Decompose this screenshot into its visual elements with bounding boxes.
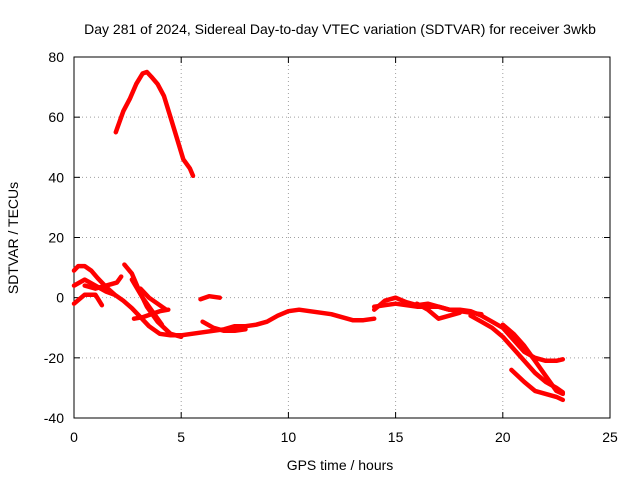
x-tick-label: 15 [388, 429, 404, 445]
y-axis-label: SDTVAR / TECUs [5, 182, 21, 294]
x-axis-label: GPS time / hours [287, 457, 394, 473]
series-arc-i [198, 293, 223, 302]
y-tick-label: 0 [56, 290, 64, 306]
axis-ticks: 0 5 10 15 20 25 -40 -20 0 20 40 60 80 [44, 49, 618, 445]
x-tick-label: 0 [70, 429, 78, 445]
series-arc-h [131, 307, 171, 321]
x-tick-label: 25 [602, 429, 618, 445]
y-tick-label: 20 [48, 230, 64, 246]
x-tick-label: 20 [495, 429, 511, 445]
series-arc-j [200, 319, 248, 334]
series-arc-d [82, 274, 124, 291]
series-arc-m [414, 301, 463, 321]
series-arc-o [500, 322, 566, 397]
x-tick-label: 10 [281, 429, 297, 445]
grid-lines [74, 57, 610, 418]
series-arc-g [138, 286, 169, 312]
series-arc-p [509, 367, 566, 403]
data-series [71, 69, 566, 403]
y-tick-label: -20 [44, 350, 64, 366]
y-tick-label: 80 [48, 49, 64, 65]
series-arc-c [71, 292, 105, 308]
series-arc-k [371, 295, 566, 364]
y-tick-label: 60 [48, 109, 64, 125]
series-arc-a [71, 263, 377, 338]
series-arc-l [371, 301, 484, 317]
x-tick-label: 5 [177, 429, 185, 445]
chart-title: Day 281 of 2024, Sidereal Day-to-day VTE… [84, 21, 596, 37]
series-arc-f [129, 277, 165, 327]
series-arc-b [71, 277, 117, 297]
series-arc-high [113, 69, 196, 179]
y-tick-label: 40 [48, 169, 64, 185]
y-tick-label: -40 [44, 410, 64, 426]
